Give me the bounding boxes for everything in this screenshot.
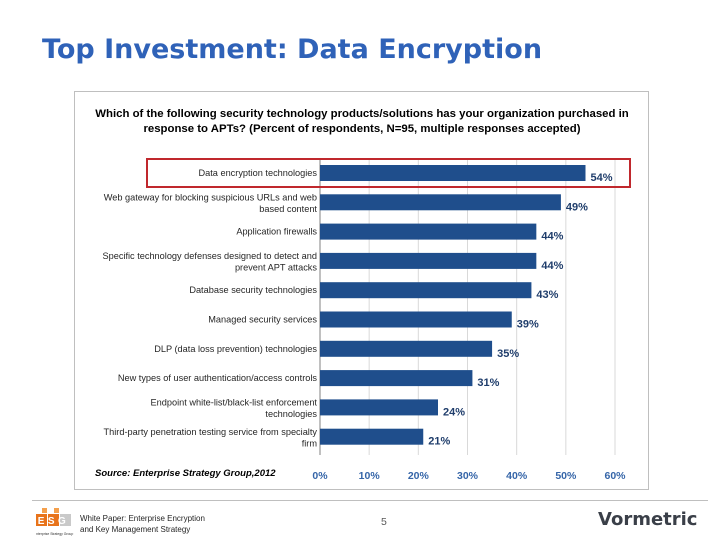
category-label: Data encryption technologies [199, 168, 318, 178]
footer-text-line-1: White Paper: Enterprise Encryption [80, 514, 205, 523]
category-label: Managed security services [208, 315, 317, 325]
value-label: 54% [591, 172, 613, 184]
x-tick-label: 10% [359, 470, 381, 482]
category-label-line: New types of user authentication/access … [118, 373, 318, 383]
category-label-line: Web gateway for blocking suspicious URLs… [104, 193, 317, 203]
category-label-line: Data encryption technologies [199, 168, 318, 178]
x-tick-label: 40% [506, 470, 528, 482]
bar [320, 370, 473, 387]
bar [320, 194, 561, 211]
bar [320, 165, 586, 181]
footer-text: White Paper: Enterprise Encryption and K… [80, 513, 205, 535]
bar [320, 428, 424, 445]
category-label-line: Managed security services [208, 315, 317, 325]
category-label-line: Endpoint white-list/black-list enforceme… [151, 398, 318, 408]
value-label: 44% [541, 260, 563, 272]
category-label-line: Third-party penetration testing service … [104, 427, 318, 437]
slide-title: Top Investment: Data Encryption [42, 34, 543, 65]
bar [320, 223, 537, 240]
category-label-line: Specific technology defenses designed to… [102, 251, 317, 261]
category-label: Specific technology defenses designed to… [102, 251, 317, 273]
footer-text-line-2: and Key Management Strategy [80, 525, 191, 534]
x-tick-label: 20% [408, 470, 430, 482]
value-label: 39% [517, 319, 539, 331]
bar [320, 340, 493, 357]
x-tick-label: 30% [457, 470, 479, 482]
category-label: DLP (data loss prevention) technologies [154, 344, 317, 354]
value-label: 44% [541, 231, 563, 243]
bar [320, 311, 512, 328]
category-label-line: Application firewalls [236, 227, 317, 237]
category-label-line: technologies [265, 409, 317, 419]
category-label-line: firm [302, 438, 318, 448]
footer-divider [32, 500, 708, 501]
survey-question: Which of the following security technolo… [95, 108, 629, 135]
bar [320, 252, 537, 269]
x-tick-label: 0% [312, 470, 328, 482]
esg-logo: ESG Enterprise Strategy Group [36, 508, 73, 536]
esg-logo-subtext: Enterprise Strategy Group [36, 532, 73, 536]
value-label: 43% [536, 289, 558, 301]
vormetric-logo: Vormetric [598, 509, 698, 530]
value-label: 21% [428, 436, 450, 448]
category-label: Application firewalls [236, 227, 317, 237]
category-label-line: prevent APT attacks [235, 263, 317, 273]
x-tick-label: 60% [604, 470, 626, 482]
bar [320, 282, 532, 299]
category-label: Endpoint white-list/black-list enforceme… [151, 398, 318, 420]
category-label: New types of user authentication/access … [118, 373, 318, 383]
category-label: Web gateway for blocking suspicious URLs… [104, 193, 318, 215]
value-label: 35% [497, 348, 519, 360]
value-label: 31% [477, 377, 499, 389]
category-label-line: based content [259, 204, 317, 214]
chart-source: Source: Enterprise Strategy Group,2012 [95, 468, 276, 479]
category-label: Database security technologies [189, 285, 317, 295]
x-tick-label: 50% [555, 470, 577, 482]
page-number: 5 [381, 516, 387, 528]
category-label-line: DLP (data loss prevention) technologies [154, 344, 317, 354]
esg-logo-text: ESG [38, 516, 70, 527]
bar [320, 399, 438, 416]
category-label-line: Database security technologies [189, 285, 317, 295]
category-label: Third-party penetration testing service … [104, 427, 318, 449]
highlight-box [146, 158, 631, 188]
value-label: 24% [443, 406, 465, 418]
value-label: 49% [566, 201, 588, 213]
